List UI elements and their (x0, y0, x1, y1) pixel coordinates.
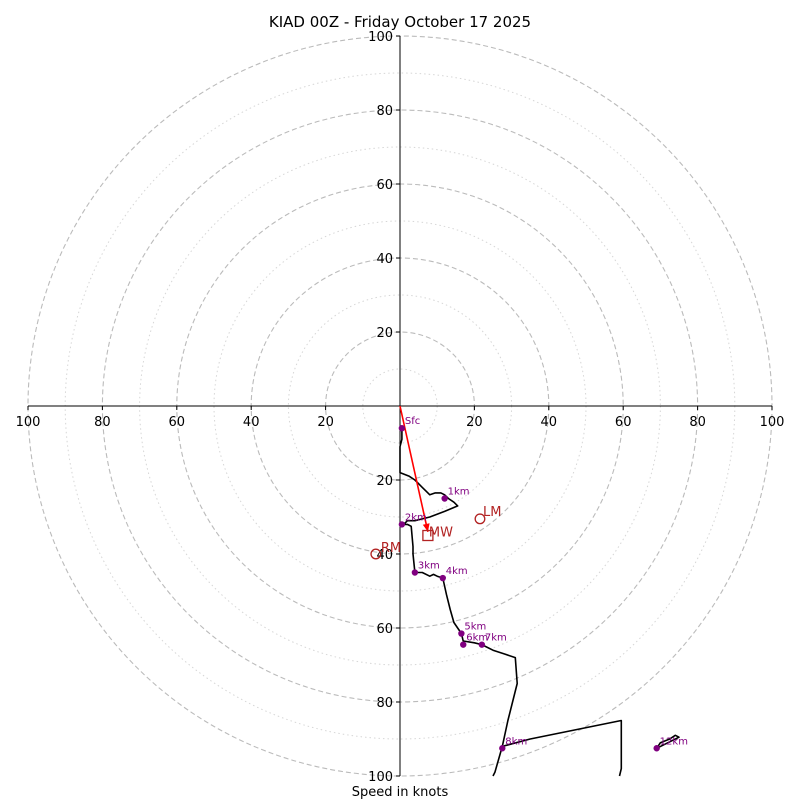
y-tick-label: 20 (376, 474, 393, 489)
height-label-Sfc: Sfc (405, 416, 420, 427)
height-label-7km: 7km (485, 633, 507, 644)
left-mover-marker (474, 513, 486, 525)
tick-labels: 100 80 60 40 20 20 40 60 80 100100806040202040608… (16, 30, 785, 785)
height-point-Sfc (398, 425, 406, 432)
x-tick-label: 20 (466, 415, 483, 430)
x-tick-label: 60 (169, 415, 186, 430)
height-point-8km (499, 745, 506, 752)
height-label-8km: 8km (505, 736, 527, 747)
height-label-12km: 12km (660, 736, 688, 747)
y-tick-label: 40 (376, 252, 393, 267)
x-axis-label: Speed in knots (352, 785, 449, 800)
y-tick-label: 80 (376, 696, 393, 711)
chart-title: KIAD 00Z - Friday October 17 2025 (269, 13, 531, 31)
x-tick-label: 100 (16, 415, 41, 430)
x-tick-label: 80 (689, 415, 706, 430)
right-mover-label: RM (381, 541, 401, 556)
right-mover-marker (370, 548, 382, 560)
y-tick-label: 100 (368, 30, 393, 45)
x-tick-label: 80 (94, 415, 111, 430)
height-label-4km: 4km (446, 566, 468, 577)
height-point-1km (441, 495, 448, 502)
y-tick-label: 60 (376, 178, 393, 193)
height-point-7km (478, 641, 486, 648)
height-point-4km (439, 574, 446, 582)
y-tick-label: 60 (376, 622, 393, 637)
height-label-5km: 5km (464, 622, 486, 633)
x-tick-label: 40 (243, 415, 260, 430)
x-tick-label: 60 (615, 415, 632, 430)
plot-area (370, 405, 680, 777)
height-label-6km: 6km (466, 633, 488, 644)
height-label-2km: 2km (405, 512, 427, 523)
x-tick-label: 20 (317, 415, 334, 430)
height-point-2km (398, 521, 406, 528)
wind-profile-upper-segment (502, 719, 623, 777)
y-tick-label: 20 (376, 326, 393, 341)
height-point-6km (460, 641, 467, 648)
wind-profile-top-segment (656, 734, 680, 750)
height-point-5km (458, 630, 465, 637)
height-label-3km: 3km (418, 561, 440, 572)
left-mover-label: LM (483, 505, 501, 520)
height-point-12km (653, 745, 660, 752)
mean-wind-marker (422, 529, 434, 542)
x-tick-label: 40 (541, 415, 558, 430)
height-label-1km: 1km (448, 487, 470, 498)
y-tick-label: 100 (368, 770, 393, 785)
y-tick-label: 80 (376, 104, 393, 119)
x-tick-label: 100 (760, 415, 785, 430)
height-point-3km (411, 569, 419, 576)
mean-wind-label: MW (429, 526, 453, 541)
mean-wind-arrowhead (422, 523, 430, 532)
